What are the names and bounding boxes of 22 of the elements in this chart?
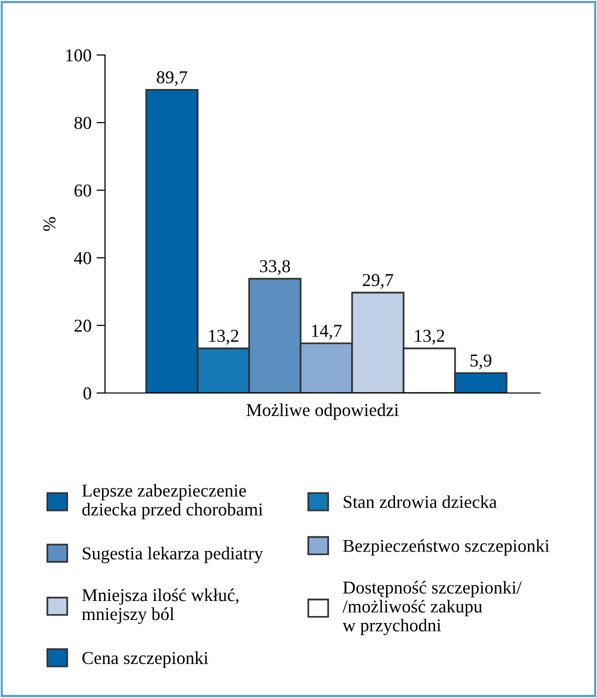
y-tick-label: 0 (83, 387, 92, 400)
y-tick-label: 100 (66, 49, 92, 62)
legend-label: Bezpieczeństwo szczepionki (343, 539, 550, 556)
legend-label: Sugestia lekarza pediatry (82, 546, 264, 564)
legend-label: Lepsze zabezpieczenie dziecka przed chorobami (82, 484, 263, 520)
data-label: 89,7 (156, 71, 188, 86)
y-tick-label: 40 (74, 252, 92, 264)
y-axis-title: % (43, 217, 56, 231)
legend-label: Stan zdrowia dziecka (344, 495, 497, 508)
y-tick-label: 60 (74, 184, 92, 197)
x-axis-title: Możliwe odpowiedzi (246, 403, 399, 420)
y-tick-label: 20 (74, 320, 92, 332)
y-tick-label: 80 (74, 116, 92, 130)
legend-label: Cena szczepionki (82, 651, 208, 668)
legend-label: Mniejsza ilość wkłuć, mniejszy ból (82, 588, 238, 624)
data-label: 13,2 (415, 330, 444, 345)
data-label: 5,9 (470, 354, 492, 370)
data-label: 29,7 (362, 274, 394, 289)
legend-label: Dostępność szczepionki/ /możliwość zakupu w przychodni (342, 580, 522, 636)
data-label: 13,2 (209, 330, 238, 345)
data-label: 14,7 (312, 324, 342, 340)
data-label: 33,8 (260, 260, 290, 275)
